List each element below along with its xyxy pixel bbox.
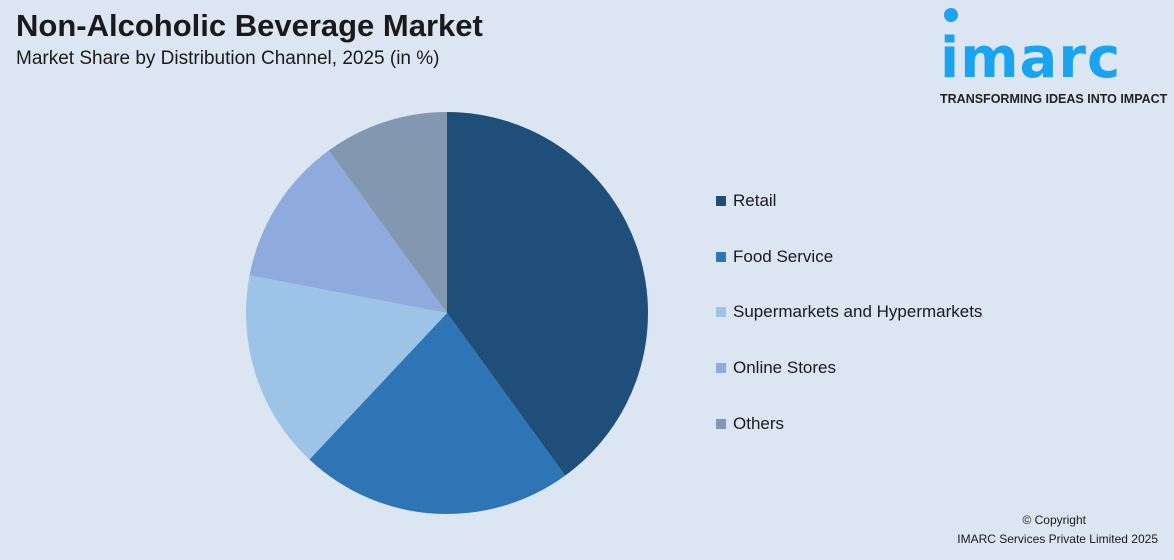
legend-swatch: [716, 307, 726, 318]
pie-slice-others: [328, 112, 447, 313]
legend-swatch: [716, 196, 726, 206]
logo-tagline: TRANSFORMING IDEAS INTO IMPACT: [940, 92, 1168, 106]
legend-swatch: [716, 363, 726, 374]
legend-item: Online Stores: [716, 357, 982, 413]
legend-label: Online Stores: [733, 358, 836, 378]
legend-label: Others: [733, 413, 785, 433]
legend-swatch: [716, 251, 726, 262]
copyright-company: IMARC Services Private Limited 2025: [957, 532, 1158, 546]
legend: Retail Food Service Supermarkets and Hyper…: [716, 190, 982, 468]
logo-wordmark: imarc: [940, 26, 1122, 91]
legend-label: Retail: [733, 191, 777, 210]
legend-label: Supermarkets and Hypermarkets: [733, 302, 983, 322]
chart-subtitle: Market Share by Distribution Channel, 20…: [16, 48, 440, 69]
legend-item: Others: [716, 413, 982, 469]
imarc-logo: imarc TRANSFORMING IDEAS INTO IMPACT: [936, 6, 1168, 106]
legend-item: Food Service: [716, 246, 982, 302]
legend-item: Supermarkets and Hypermarkets: [716, 301, 982, 357]
logo-dot-icon: [944, 8, 958, 22]
chart-title: Non-Alcoholic Beverage Market: [16, 8, 483, 43]
legend-label: Food Service: [733, 246, 834, 266]
pie-slice-food-service: [309, 313, 566, 514]
copyright: © Copyright IMARC Services Private Limit…: [957, 511, 1158, 549]
copyright-label: © Copyright: [1022, 513, 1086, 527]
pie-slice-online-stores: [249, 150, 447, 313]
legend-swatch: [716, 418, 726, 429]
pie-slice-retail: [447, 112, 648, 476]
pie-slice-supermarkets-and-hypermarkets: [246, 275, 447, 460]
legend-item: Retail: [716, 190, 982, 246]
